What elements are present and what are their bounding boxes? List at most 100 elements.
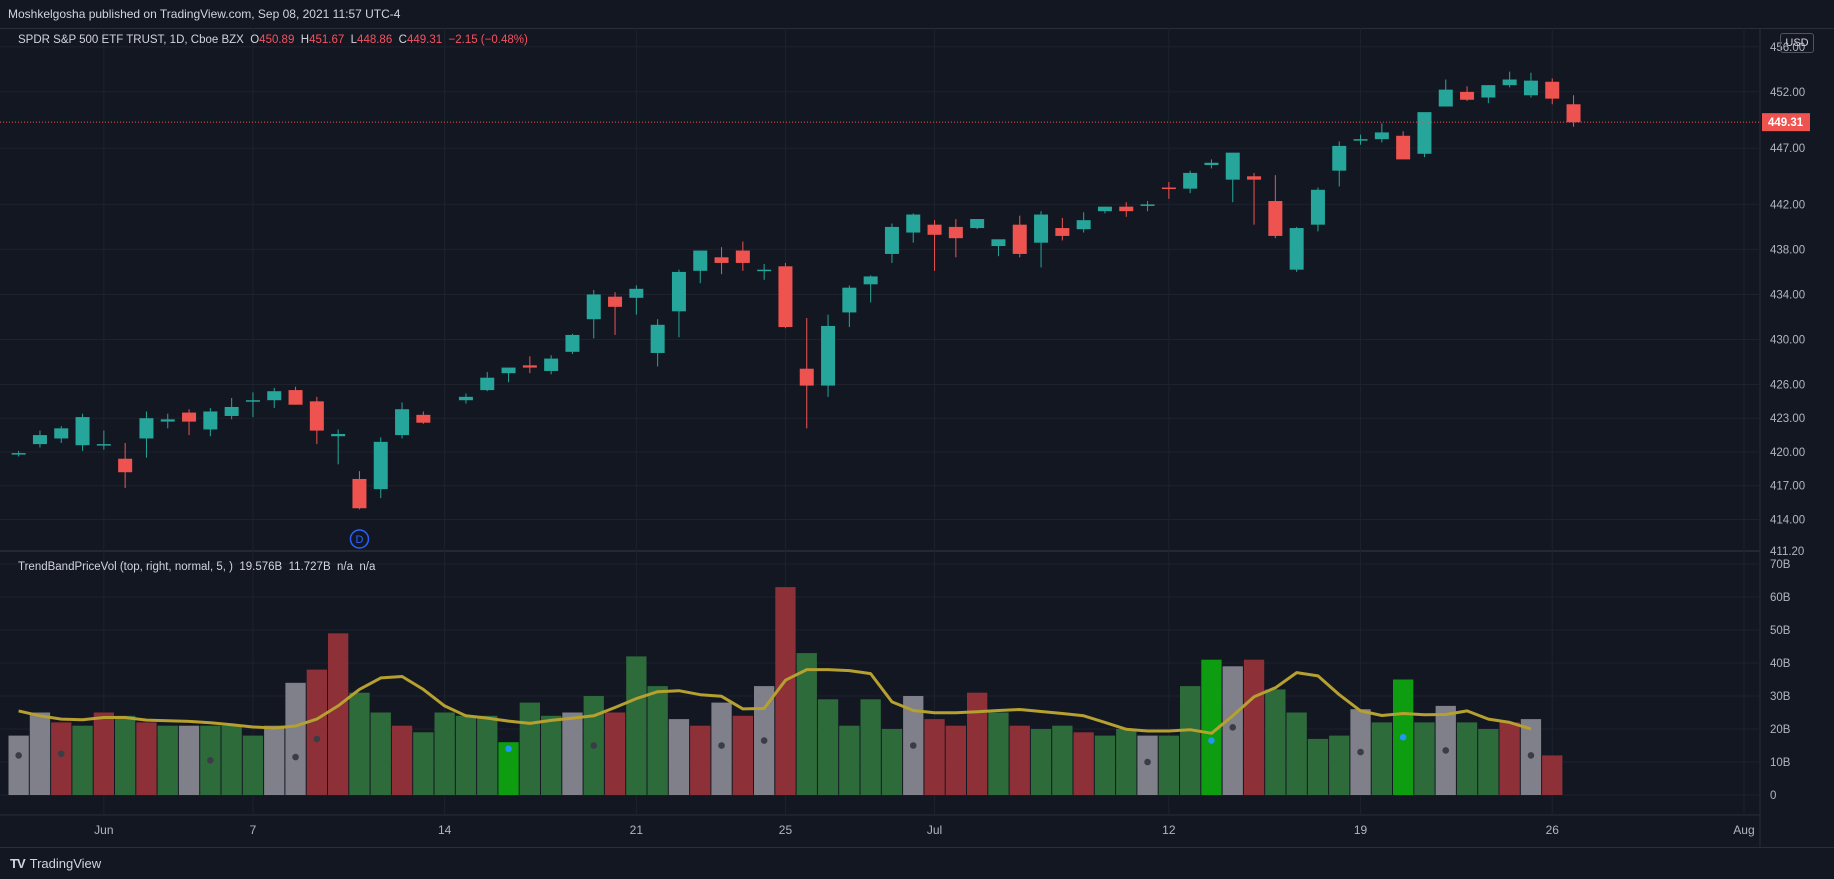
candle-down	[927, 224, 942, 235]
volume-signal-dot	[313, 735, 321, 743]
indicator-name[interactable]: TrendBandPriceVol (top, right, normal, 5…	[18, 561, 233, 573]
price-tick-label: 430.00	[1770, 334, 1805, 346]
volume-bar	[1222, 666, 1243, 795]
volume-bar	[498, 742, 519, 795]
volume-bar	[434, 712, 455, 795]
candle-up	[565, 334, 580, 352]
price-tick-label: 414.00	[1770, 514, 1805, 526]
volume-bar	[690, 725, 711, 795]
volume-bar	[349, 692, 370, 795]
volume-tick-label: 30B	[1770, 691, 1791, 703]
candle-down	[714, 257, 729, 263]
price-tick-label: 411.20	[1770, 546, 1804, 558]
candle-down	[288, 390, 303, 405]
candle-down	[309, 401, 324, 431]
price-tick-label: 426.00	[1770, 379, 1805, 391]
candle-up	[629, 288, 644, 298]
low-value: 448.86	[357, 34, 393, 46]
volume-bar	[413, 732, 434, 795]
candle-up	[1183, 172, 1198, 189]
volume-bar	[967, 692, 988, 795]
volume-signal-dot	[57, 750, 65, 758]
volume-bar	[1052, 725, 1073, 795]
candle-up	[11, 453, 26, 455]
volume-signal-dot	[1229, 724, 1237, 731]
volume-bar	[732, 715, 753, 795]
volume-bar	[1094, 735, 1116, 795]
last-price-label: 449.31	[1768, 117, 1804, 129]
volume-signal-dot	[760, 737, 768, 744]
publisher-text: Moshkelgosha published on TradingView.co…	[8, 7, 401, 21]
volume-bar	[8, 735, 29, 795]
candle-down	[1247, 176, 1262, 180]
candle-down	[1566, 104, 1581, 123]
candle-up	[757, 269, 772, 272]
volume-bar	[455, 715, 477, 795]
candle-down	[608, 296, 623, 307]
volume-bar	[93, 712, 114, 795]
candle-up	[331, 433, 346, 437]
candle-up	[1034, 214, 1049, 243]
candle-up	[1310, 189, 1325, 225]
volume-bar	[1009, 725, 1030, 795]
volume-bar	[477, 715, 498, 795]
candle-up	[693, 250, 708, 271]
indicator-value-1: 19.576B	[239, 561, 283, 573]
candle-down	[1119, 206, 1134, 212]
time-tick-label: 12	[1162, 823, 1176, 837]
candle-down	[799, 368, 814, 386]
indicator-value-3: n/a	[337, 561, 354, 573]
volume-signal-dot	[15, 752, 22, 759]
volume-bar	[136, 722, 157, 795]
volume-bar	[178, 725, 200, 795]
candle-up	[96, 444, 111, 446]
tradingview-brand[interactable]: TV TradingView	[10, 856, 101, 871]
close-label: C	[398, 34, 407, 46]
volume-bar	[1542, 755, 1563, 795]
volume-signal-dot	[1527, 752, 1535, 759]
symbol-name[interactable]: SPDR S&P 500 ETF TRUST, 1D, Cboe BZX	[18, 34, 244, 46]
volume-tick-label: 20B	[1770, 724, 1791, 736]
volume-bar	[29, 712, 51, 795]
time-tick-label: Jul	[927, 823, 942, 837]
open-label: O	[250, 34, 260, 46]
volume-bar	[1286, 712, 1307, 795]
volume-bar	[1307, 738, 1329, 795]
volume-bar	[1478, 729, 1499, 795]
volume-bar	[668, 719, 690, 795]
price-tick-label: 420.00	[1770, 447, 1805, 459]
price-tick-label: 456.00	[1770, 42, 1805, 54]
volume-bar	[285, 682, 306, 795]
time-tick-label: 26	[1546, 823, 1560, 837]
volume-tick-label: 10B	[1770, 757, 1791, 769]
brand-text: TradingView	[29, 856, 102, 871]
candle-up	[863, 276, 878, 285]
candle-up	[1438, 89, 1453, 107]
candle-down	[352, 478, 367, 509]
candle-down	[1161, 187, 1176, 190]
price-tick-label: 434.00	[1770, 289, 1805, 301]
volume-bar	[391, 725, 413, 795]
high-value: 451.67	[309, 34, 345, 46]
price-tick-label: 423.00	[1770, 413, 1805, 425]
symbol-legend: SPDR S&P 500 ETF TRUST, 1D, Cboe BZX O 45…	[18, 34, 528, 46]
candle-up	[1502, 79, 1517, 86]
volume-signal-dot	[505, 745, 512, 753]
volume-tick-label: 40B	[1770, 658, 1791, 670]
candle-down	[1545, 81, 1560, 99]
candle-up	[1097, 206, 1112, 212]
candle-up	[458, 396, 473, 401]
volume-bar	[72, 725, 93, 795]
volume-bar	[1243, 659, 1265, 795]
candle-up	[32, 435, 47, 445]
indicator-value-4: n/a	[359, 561, 376, 573]
volume-bar	[1456, 722, 1478, 795]
volume-signal-dot	[1399, 733, 1407, 741]
indicator-value-2: 11.727B	[288, 561, 331, 573]
candle-up	[650, 324, 665, 353]
volume-bar	[370, 712, 391, 795]
time-tick-label: 21	[630, 823, 644, 837]
candle-up	[1481, 85, 1496, 98]
currency-button[interactable]: USD	[1780, 33, 1814, 53]
